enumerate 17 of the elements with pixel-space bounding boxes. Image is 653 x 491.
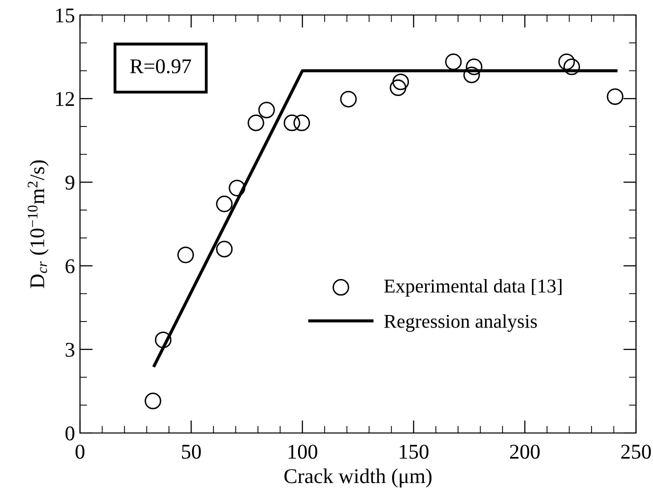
legend-label: Regression analysis — [384, 314, 537, 332]
y-axis-title: D$_{cr}$ (10$^{−10}$m$^{2}$/s) — [28, 160, 49, 288]
x-axis-title: Crack width (μm) — [284, 468, 432, 488]
y-tick-label: 0 — [66, 426, 74, 440]
x-tick-label: 250 — [621, 444, 651, 459]
y-tick-label: 3 — [66, 342, 74, 357]
x-tick-label: 150 — [400, 444, 428, 459]
legend-label: Experimental data [13] — [384, 278, 562, 297]
x-tick-label: 200 — [510, 444, 540, 459]
x-tick-label: 50 — [182, 444, 201, 459]
y-tick-label: 15 — [56, 8, 74, 22]
annotation: R=0.97 — [130, 59, 192, 74]
x-tick-label: 0 — [76, 444, 84, 459]
y-tick-label: 9 — [65, 176, 74, 190]
x-tick-label: 100 — [288, 444, 318, 459]
y-tick-label: 6 — [66, 259, 75, 274]
y-tick-label: 12 — [56, 92, 74, 106]
